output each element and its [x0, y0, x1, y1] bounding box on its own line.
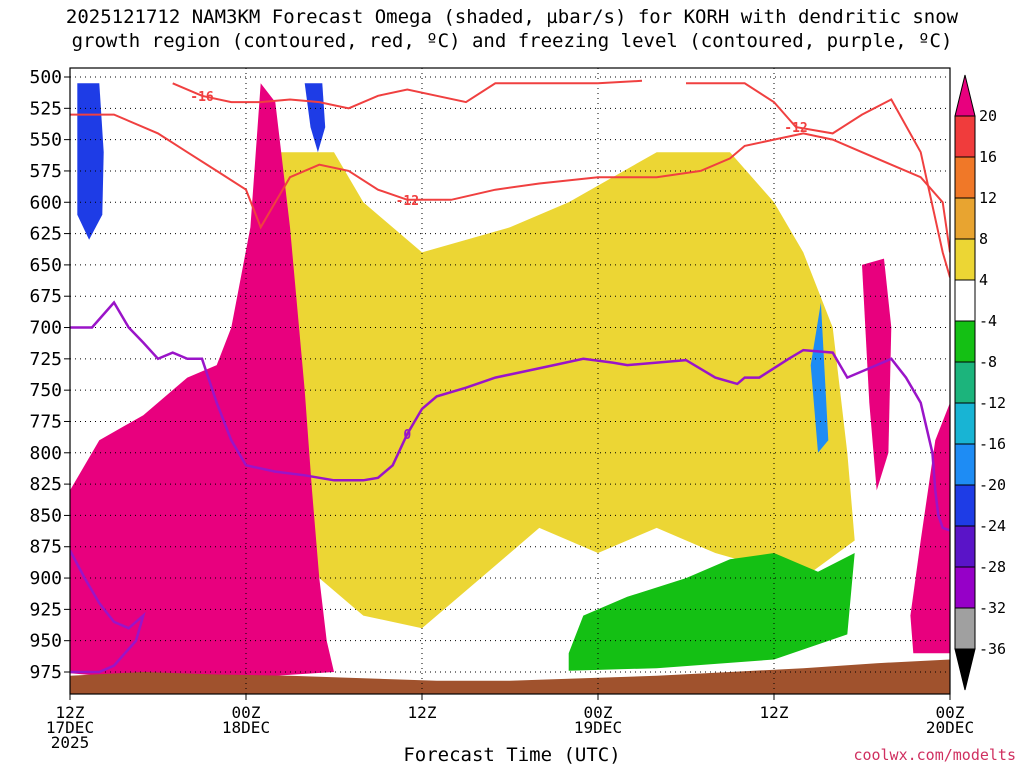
colorbar-label-7: -12 [979, 394, 1006, 412]
y-tick-label-525: 525 [29, 98, 62, 119]
colorbar-segment-6 [954, 320, 976, 363]
omega-region-1 [77, 83, 104, 240]
y-tick-label-825: 825 [29, 474, 62, 495]
y-tick-label-725: 725 [29, 349, 62, 370]
colorbar-bottom-arrow [954, 648, 976, 691]
colorbar-label-12: -32 [979, 599, 1006, 617]
omega-region-6 [568, 553, 855, 671]
freezing-level-contour-low [70, 549, 146, 674]
colorbar-segment-1 [954, 115, 976, 158]
y-tick-label-500: 500 [29, 67, 62, 88]
colorbar-segment-9 [954, 443, 976, 486]
x-axis-label: Forecast Time (UTC) [403, 744, 621, 766]
y-tick-label-925: 925 [29, 599, 62, 620]
x-tick-label-36-0: 00Z [584, 703, 613, 722]
dgz-contour-2 [686, 82, 950, 278]
omega-shading [70, 83, 950, 694]
colorbar-label-8: -16 [979, 435, 1006, 453]
x-tick-label-60-0: 00Z [936, 703, 965, 722]
dgz-contour-0 [70, 113, 950, 253]
dgz-contour-1 [172, 79, 643, 110]
colorbar-label-11: -28 [979, 558, 1006, 576]
y-tick-label-875: 875 [29, 537, 62, 558]
colorbar-legend: 20 16 12 8 4 -4 -8 -12 -16 -20 -24 -28 -32 -36 [954, 74, 1006, 691]
dgz-label-c: -12 [784, 121, 807, 136]
y-axis: 500 525 550 575 600 625 650 675 700 725 750 775 800 8… [29, 67, 70, 683]
freezing-level-contour [70, 300, 950, 532]
colorbar-segment-4 [954, 238, 976, 281]
y-tick-label-550: 550 [29, 130, 62, 151]
credit-link[interactable]: coolwx.com/modelts [853, 746, 1016, 764]
colorbar-segment-10 [954, 484, 976, 527]
y-tick-label-850: 850 [29, 505, 62, 526]
x-tick-label-12-1: 18DEC [222, 718, 270, 737]
colorbar-label-13: -36 [979, 640, 1006, 658]
y-tick-label-650: 650 [29, 255, 62, 276]
colorbar-segment-12 [954, 566, 976, 609]
colorbar-segment-13 [954, 607, 976, 650]
omega-region-4 [862, 258, 892, 491]
colorbar-label-0: 20 [979, 107, 997, 125]
y-tick-label-750: 750 [29, 380, 62, 401]
y-tick-label-575: 575 [29, 161, 62, 182]
colorbar-segment-3 [954, 197, 976, 240]
colorbar-label-2: 12 [979, 189, 997, 207]
x-tick-label-36-1: 19DEC [574, 718, 622, 737]
x-tick-label-24-0: 12Z [408, 703, 437, 722]
chart-title-line-2: growth region (contoured, red, ºC) and f… [71, 30, 953, 52]
colorbar-segment-8 [954, 402, 976, 445]
omega-region-3 [810, 302, 829, 453]
colorbar-segment-2 [954, 156, 976, 199]
colorbar-label-9: -20 [979, 476, 1006, 494]
colorbar-label-3: 8 [979, 230, 988, 248]
x-tick-label-60-1: 20DEC [926, 718, 974, 737]
x-tick-label-48-0: 12Z [760, 703, 789, 722]
omega-region-0 [70, 83, 334, 679]
plot-frame [69, 67, 951, 695]
y-tick-label-625: 625 [29, 224, 62, 245]
x-tick-label-12-0: 00Z [232, 703, 261, 722]
y-tick-label-975: 975 [29, 662, 62, 683]
freezing-level-label: 0 [403, 428, 411, 443]
colorbar-top-arrow [954, 74, 976, 117]
dgz-label-a: -12 [396, 194, 419, 209]
colorbar-label-1: 16 [979, 148, 997, 166]
colorbar-label-4: 4 [979, 271, 988, 289]
y-tick-label-775: 775 [29, 411, 62, 432]
colorbar-segment-11 [954, 525, 976, 568]
y-tick-label-800: 800 [29, 443, 62, 464]
colorbar-label-10: -24 [979, 517, 1006, 535]
colorbar-label-6: -8 [979, 353, 997, 371]
x-tick-label-0-1: 17DEC [46, 718, 94, 737]
colorbar-segment-7 [954, 361, 976, 404]
colorbar-segment-5 [954, 279, 976, 322]
y-tick-label-950: 950 [29, 631, 62, 652]
dgz-label-b: -16 [190, 90, 214, 105]
x-tick-label-0-0: 12Z [56, 703, 85, 722]
y-tick-label-700: 700 [29, 318, 62, 339]
colorbar-label-5: -4 [979, 312, 997, 330]
omega-region-2 [304, 83, 326, 153]
contour-lines: -12 -16 -12 0 [70, 79, 950, 674]
chart-title-line-1: 2025121712 NAM3KM Forecast Omega (shaded… [65, 6, 959, 28]
omega-region-5 [910, 402, 950, 654]
y-tick-label-675: 675 [29, 286, 62, 307]
x-tick-label-0-2: 2025 [51, 733, 90, 752]
y-tick-label-900: 900 [29, 568, 62, 589]
terrain-surface [70, 659, 950, 694]
y-tick-label-600: 600 [29, 192, 62, 213]
grid-lines [69, 68, 951, 694]
